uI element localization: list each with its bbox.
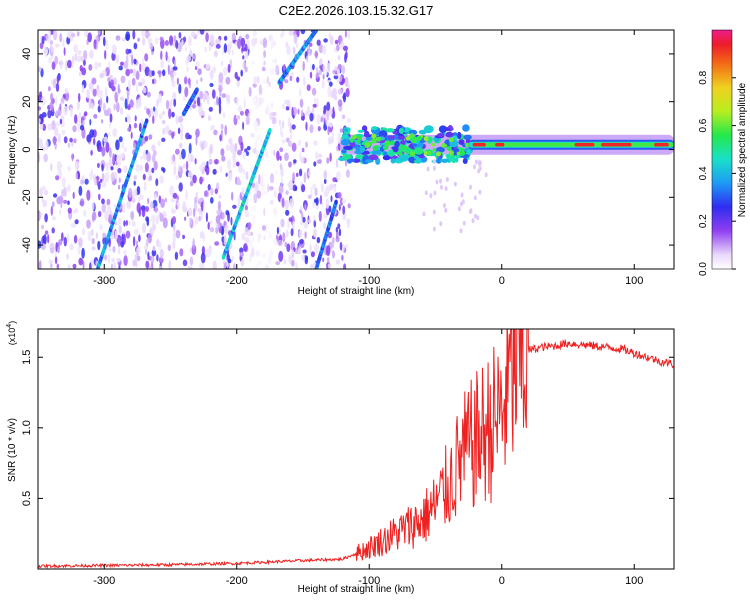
spectrogram-xtick-label: -200	[226, 275, 248, 287]
colorbar-tick-label: 0.8	[698, 70, 709, 84]
colorbar-tick-label: 0.0	[698, 262, 709, 276]
spectrogram-ytick-label: 20	[21, 96, 33, 108]
snr-multiplier-exp: 4	[6, 324, 13, 328]
heat-streak-3	[277, 30, 319, 86]
colorbar-tick-label: 0.2	[698, 214, 709, 228]
snr-xtick-label: -100	[358, 575, 380, 587]
colorbar-tick-label: 0.6	[698, 118, 709, 132]
snr-axes: -300 -200 -100 0 100 0.5 1.0 1.5	[21, 329, 674, 587]
spectrogram-xtick-label: 100	[625, 275, 643, 287]
heat-noise-field	[38, 30, 351, 269]
spectrogram-xtick-label: 0	[499, 275, 505, 287]
colorbar-frame	[711, 29, 733, 270]
snr-xtick-label: -200	[226, 575, 248, 587]
snr-ytick-label: 1.0	[21, 420, 33, 435]
snr-multiplier: (x104)	[6, 321, 17, 345]
snr-line	[38, 329, 674, 569]
spectrogram-xtick-label: -100	[358, 275, 380, 287]
snr-multiplier-base: (x10	[7, 328, 17, 346]
snr-series	[38, 329, 674, 569]
colorbar: 0.0 0.2 0.4 0.6 0.8 Normalized spectral ampl…	[698, 29, 748, 276]
colorbar-axes: 0.0 0.2 0.4 0.6 0.8	[698, 70, 736, 276]
snr-xlabel: Height of straight line (km)	[298, 584, 415, 595]
snr-ylabel: SNR (10 * v/v)	[7, 418, 18, 482]
snr-multiplier-close: )	[7, 321, 17, 324]
snr-ytick-label: 1.5	[21, 350, 33, 365]
snr-frame	[37, 328, 675, 570]
colorbar-label: Normalized spectral amplitude	[737, 82, 748, 217]
colorbar-tick-label: 0.4	[698, 166, 709, 180]
spectrogram-xtick-label: -300	[93, 275, 115, 287]
heat-carrier	[337, 124, 674, 234]
spectrogram-ytick-label: 0	[21, 146, 33, 152]
figure-title: C2E2.2026.103.15.32.G17	[279, 3, 434, 18]
spectrogram-ytick-label: 40	[21, 48, 33, 60]
snr-panel: -300 -200 -100 0 100 0.5 1.0 1.5 Height of stra…	[6, 321, 675, 595]
heat-streak-1	[95, 118, 149, 269]
snr-xtick-label: 100	[625, 575, 643, 587]
heat-streak-4	[314, 199, 338, 269]
heat-streak-2	[221, 127, 272, 260]
snr-xtick-label: -300	[93, 575, 115, 587]
heat-streak-5	[182, 87, 199, 117]
colorbar-gradient	[712, 30, 732, 269]
snr-ytick-label: 0.5	[21, 491, 33, 506]
heatmap-layer	[38, 30, 674, 269]
spectrogram-ylabel: Frequency (Hz)	[7, 116, 18, 185]
spectrogram-xlabel: Height of straight line (km)	[298, 286, 415, 297]
spectrogram-ytick-label: -40	[21, 237, 33, 253]
snr-xtick-label: 0	[499, 575, 505, 587]
spectrogram-ytick-label: -20	[21, 189, 33, 205]
